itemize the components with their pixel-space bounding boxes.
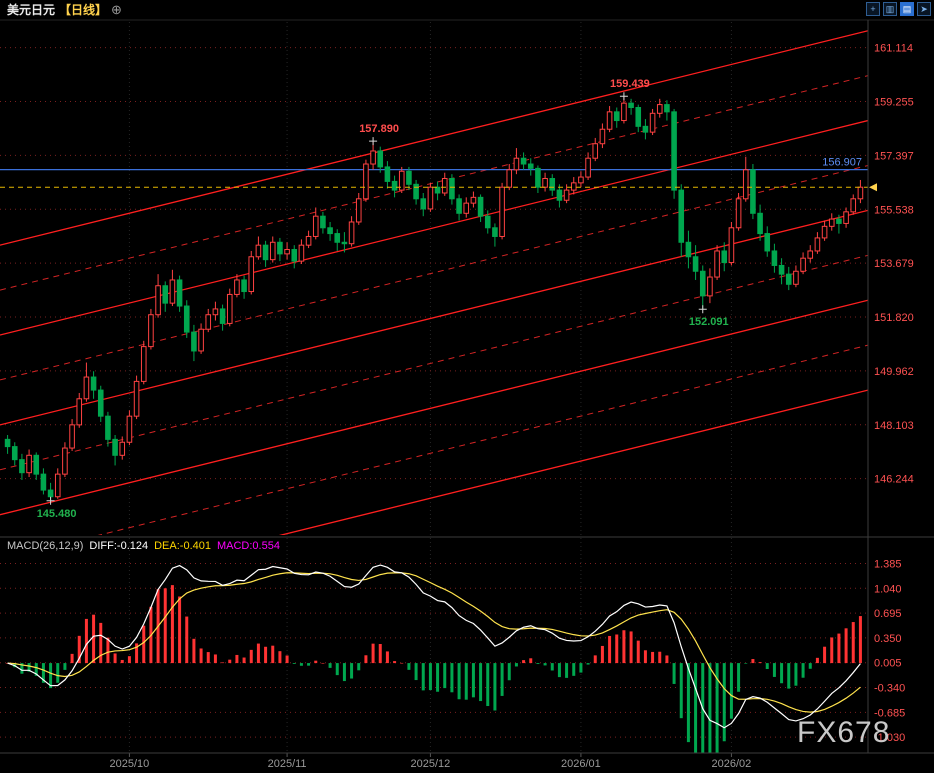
svg-text:0.695: 0.695 xyxy=(874,608,902,620)
svg-text:2025/11: 2025/11 xyxy=(268,758,307,770)
symbol-title: 美元日元 xyxy=(7,3,56,17)
macd-gridlines xyxy=(0,562,868,738)
price-gridlines xyxy=(0,47,868,480)
svg-text:1.040: 1.040 xyxy=(874,583,902,595)
chart-header: 美元日元 【日线】 ⊕ xyxy=(0,0,122,20)
svg-text:2026/01: 2026/01 xyxy=(561,758,601,770)
svg-text:159.439: 159.439 xyxy=(610,78,650,90)
svg-text:155.538: 155.538 xyxy=(874,204,914,216)
svg-text:153.679: 153.679 xyxy=(874,258,914,270)
macd-axis-labels: 1.385 1.040 0.695 0.350 0.005 -0.340 -0.685 -1.… xyxy=(874,558,905,744)
panel-borders xyxy=(0,19,934,754)
svg-text:0.350: 0.350 xyxy=(874,633,902,645)
svg-text:157.397: 157.397 xyxy=(874,150,914,162)
trend-channel-lines[interactable] xyxy=(0,30,868,605)
svg-text:161.114: 161.114 xyxy=(874,43,913,55)
macd-diff-value: DIFF:-0.124 xyxy=(89,540,149,552)
chart-toolbar: + ▥ ▤ ➤ xyxy=(866,2,931,16)
candlesticks xyxy=(4,96,864,501)
svg-text:2025/12: 2025/12 xyxy=(411,758,451,770)
svg-text:2025/10: 2025/10 xyxy=(110,758,150,770)
macd-dea-value: DEA:-0.401 xyxy=(154,540,211,552)
svg-text:145.480: 145.480 xyxy=(37,508,77,520)
add-symbol-icon[interactable]: ⊕ xyxy=(111,2,122,17)
svg-text:159.255: 159.255 xyxy=(874,97,914,109)
macd-diff-dea-lines xyxy=(7,564,861,729)
add-indicator-icon[interactable]: + xyxy=(866,2,880,16)
svg-text:-0.340: -0.340 xyxy=(874,683,905,695)
svg-text:152.091: 152.091 xyxy=(689,316,729,328)
blue-resistance-line[interactable]: 156.907 xyxy=(0,157,868,171)
expand-icon[interactable]: ➤ xyxy=(917,2,931,16)
svg-text:151.820: 151.820 xyxy=(874,312,914,324)
svg-text:156.907: 156.907 xyxy=(822,157,862,169)
svg-text:-0.685: -0.685 xyxy=(874,707,905,719)
watermark: FX678 xyxy=(797,716,891,749)
price-annotations: 145.480 157.890 159.439 152.091 xyxy=(37,78,729,520)
date-axis-labels: 2025/10 2025/11 2025/12 2026/01 2026/02 xyxy=(110,753,752,770)
svg-text:1.385: 1.385 xyxy=(874,558,902,570)
chart-type-icon[interactable]: ▥ xyxy=(883,2,897,16)
macd-title: MACD(26,12,9) xyxy=(7,540,84,552)
price-axis-labels: 161.114 159.255 157.397 155.538 153.679 151.8… xyxy=(874,43,914,486)
svg-text:0.005: 0.005 xyxy=(874,658,902,670)
chart-settings-icon[interactable]: ▤ xyxy=(900,2,914,16)
svg-text:2026/02: 2026/02 xyxy=(712,758,752,770)
period-tag: 【日线】 xyxy=(59,3,108,17)
svg-text:157.890: 157.890 xyxy=(359,123,399,135)
svg-text:146.244: 146.244 xyxy=(874,474,914,486)
macd-indicator-labels: MACD(26,12,9) DIFF:-0.124 DEA:-0.401 MACD:0… xyxy=(7,540,280,552)
svg-text:149.962: 149.962 xyxy=(874,366,914,378)
svg-text:-1.030: -1.030 xyxy=(874,732,905,744)
macd-histogram xyxy=(6,585,862,753)
svg-text:148.103: 148.103 xyxy=(874,420,914,432)
current-price-line xyxy=(0,183,877,192)
macd-bar-value: MACD:0.554 xyxy=(216,540,280,552)
